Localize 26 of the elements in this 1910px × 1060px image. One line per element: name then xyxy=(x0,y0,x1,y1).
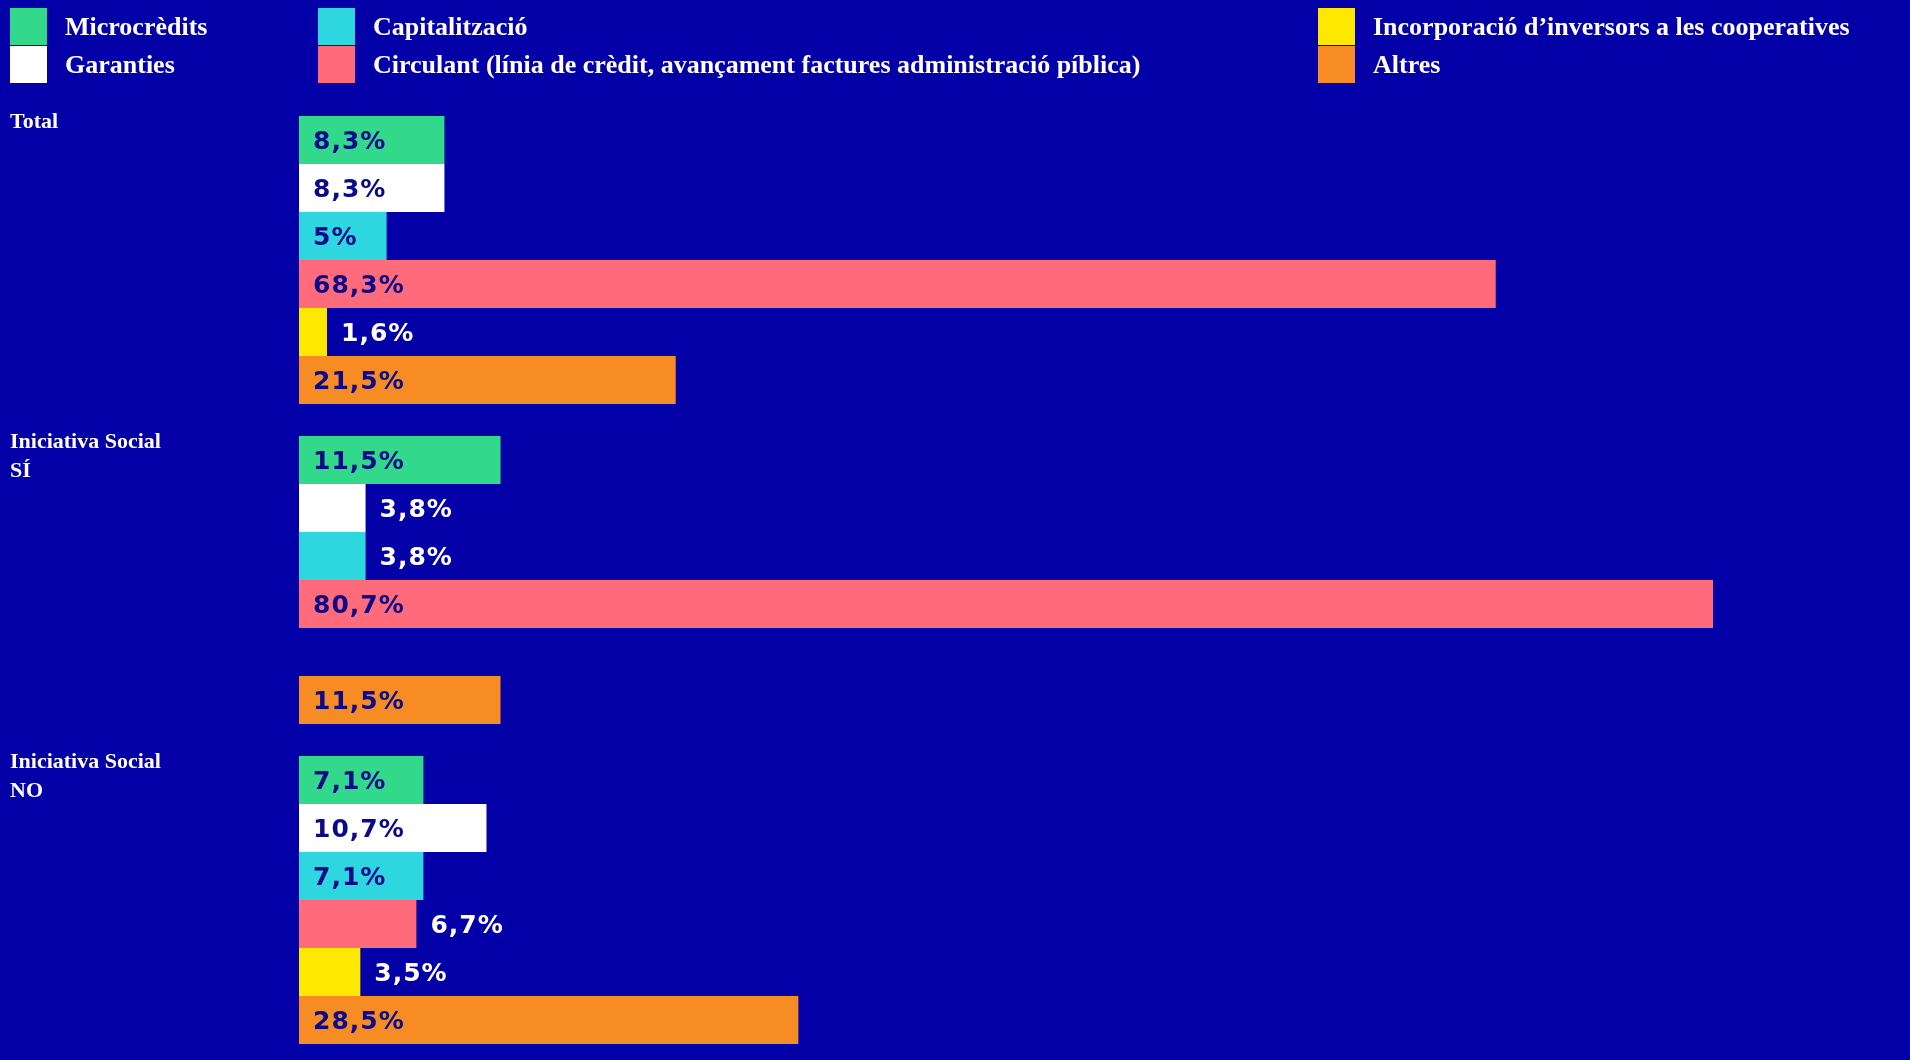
legend-label: Garanties xyxy=(65,49,175,80)
legend-label: Circulant (línia de crèdit, avançament factures administració píblica) xyxy=(373,49,1141,80)
legend-label: Altres xyxy=(1373,49,1441,80)
data-label: 3,8% xyxy=(379,493,453,523)
data-label: 8,3% xyxy=(313,125,387,155)
legend-label: Capitalització xyxy=(373,11,528,42)
data-label: 68,3% xyxy=(313,269,405,299)
legend-label: Microcrèdits xyxy=(65,11,208,42)
data-label: 80,7% xyxy=(313,589,405,619)
data-label: 11,5% xyxy=(313,445,405,475)
legend-label: Incorporació d’inversors a les cooperatives xyxy=(1373,11,1850,42)
data-label: 7,1% xyxy=(313,861,387,891)
y-tick-label: Iniciativa Social NO xyxy=(10,748,161,802)
data-label: 28,5% xyxy=(313,1005,405,1035)
data-label: 8,3% xyxy=(313,173,387,203)
data-label: 6,7% xyxy=(430,909,504,939)
data-label: 3,5% xyxy=(374,957,448,987)
data-label: 10,7% xyxy=(313,813,405,843)
data-label: 21,5% xyxy=(313,365,405,395)
data-label: 1,6% xyxy=(341,317,415,347)
y-tick-label: Total xyxy=(10,108,59,133)
data-label: 3,8% xyxy=(379,541,453,571)
data-label: 7,1% xyxy=(313,765,387,795)
data-label: 5% xyxy=(313,221,358,251)
y-tick-label: Iniciativa Social SÍ xyxy=(10,428,161,482)
data-label: 11,5% xyxy=(313,685,405,715)
